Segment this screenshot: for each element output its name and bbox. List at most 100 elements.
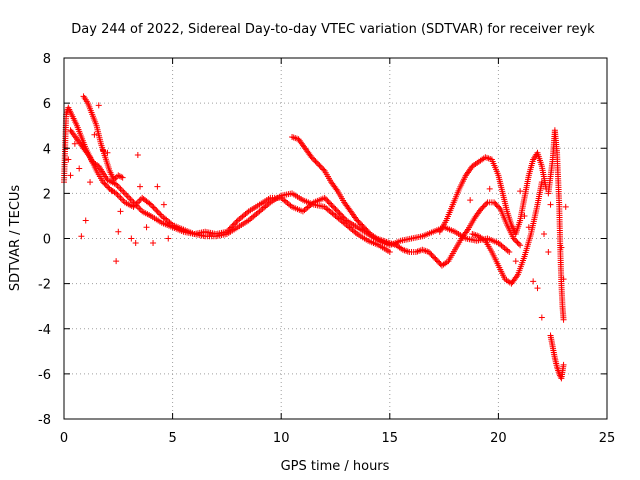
data-point-track-d bbox=[308, 154, 315, 161]
data-point-track-d bbox=[354, 217, 361, 224]
data-point-track-d bbox=[478, 206, 485, 213]
data-point-track-d bbox=[356, 220, 363, 227]
data-point-track-d bbox=[481, 202, 488, 209]
data-point-track-c bbox=[327, 200, 334, 207]
data-point-track-d bbox=[514, 239, 521, 246]
data-point-scatter bbox=[150, 240, 157, 247]
data-point-track-d bbox=[510, 235, 517, 242]
data-point-scatter bbox=[538, 314, 545, 321]
data-point-track-c bbox=[117, 194, 124, 201]
data-point-track-c bbox=[101, 180, 108, 187]
y-tick-label: -6 bbox=[38, 368, 51, 383]
data-point-track-a bbox=[120, 188, 127, 195]
data-point-track-f bbox=[538, 179, 545, 186]
y-tick-label: -4 bbox=[38, 323, 51, 338]
data-point-scatter bbox=[541, 230, 548, 237]
data-point-scatter bbox=[530, 278, 537, 285]
data-point-track-c bbox=[232, 220, 239, 227]
data-point-scatter bbox=[525, 224, 532, 231]
x-tick-label: 0 bbox=[60, 431, 68, 446]
data-point-track-d bbox=[496, 204, 503, 211]
data-point-track-a bbox=[117, 185, 124, 192]
data-point-track-c bbox=[114, 191, 121, 198]
data-point-track-h bbox=[560, 361, 567, 368]
data-point-track-d bbox=[317, 163, 324, 170]
data-point-track-c bbox=[157, 211, 164, 218]
data-point-track-c bbox=[506, 249, 513, 256]
data-point-track-d bbox=[427, 250, 434, 257]
data-point-scatter bbox=[137, 183, 144, 190]
data-point-track-d bbox=[362, 225, 369, 232]
data-point-track-c bbox=[325, 199, 332, 206]
data-point-track-c bbox=[229, 223, 236, 230]
data-point-scatter bbox=[104, 149, 111, 156]
chart-title: Day 244 of 2022, Sidereal Day-to-day VTE… bbox=[71, 22, 595, 37]
axes-ticks: 0 5 10 15 20 25 -8 -6 -4 -2 0 2 4 6 8 bbox=[38, 52, 615, 446]
data-point-track-d bbox=[425, 249, 432, 256]
x-tick-label: 15 bbox=[382, 431, 399, 446]
grid bbox=[64, 58, 607, 419]
data-point-track-c bbox=[150, 204, 157, 211]
data-point-track-d bbox=[435, 258, 442, 265]
data-point-track-c bbox=[223, 228, 230, 235]
data-point-scatter bbox=[560, 276, 567, 283]
data-point-track-c bbox=[225, 227, 232, 234]
data-point-track-d bbox=[483, 200, 490, 207]
x-tick-label: 10 bbox=[273, 431, 290, 446]
data-point-track-d bbox=[313, 159, 320, 166]
data-point-track-c bbox=[116, 193, 123, 200]
data-point-track-d bbox=[429, 253, 436, 260]
data-point-track-c bbox=[340, 214, 347, 221]
y-tick-label: 0 bbox=[43, 233, 51, 248]
data-point-track-d bbox=[360, 224, 367, 231]
y-tick-label: 2 bbox=[43, 187, 51, 202]
data-point-track-d bbox=[363, 226, 370, 233]
data-point-scatter bbox=[113, 258, 120, 265]
data-point-track-d bbox=[436, 259, 443, 266]
data-point-track-c bbox=[233, 218, 240, 225]
data-point-track-c bbox=[333, 207, 340, 214]
data-point-track-c bbox=[342, 216, 349, 223]
data-point-track-c bbox=[104, 183, 111, 190]
y-tick-label: 6 bbox=[43, 97, 51, 112]
data-point-track-c bbox=[102, 181, 109, 188]
data-point-track-c bbox=[147, 201, 154, 208]
data-point-track-c bbox=[131, 202, 138, 209]
data-point-scatter bbox=[91, 131, 98, 138]
data-point-track-a bbox=[126, 194, 133, 201]
data-point-scatter bbox=[517, 188, 524, 195]
data-points bbox=[61, 93, 569, 382]
data-point-track-d bbox=[431, 254, 438, 261]
data-point-track-a bbox=[124, 193, 131, 200]
data-point-track-d bbox=[517, 242, 524, 249]
data-point-track-a bbox=[386, 249, 393, 256]
x-axis-label: GPS time / hours bbox=[281, 459, 390, 474]
data-point-track-d bbox=[359, 222, 366, 229]
data-point-scatter bbox=[100, 147, 107, 154]
data-point-track-c bbox=[149, 203, 156, 210]
data-point-scatter bbox=[67, 172, 74, 179]
data-point-track-c bbox=[227, 224, 234, 231]
x-tick-label: 25 bbox=[599, 431, 616, 446]
data-point-scatter bbox=[128, 235, 135, 242]
data-point-track-a bbox=[136, 205, 143, 212]
data-point-track-c bbox=[332, 206, 339, 213]
x-tick-label: 20 bbox=[490, 431, 507, 446]
data-point-scatter bbox=[78, 233, 85, 240]
data-point-track-d bbox=[428, 251, 435, 258]
data-point-track-c bbox=[322, 196, 329, 203]
data-point-track-c bbox=[329, 203, 336, 210]
data-point-scatter bbox=[521, 212, 528, 219]
data-point-track-b bbox=[118, 173, 125, 180]
data-point-track-c bbox=[321, 194, 328, 201]
data-point-track-c bbox=[134, 199, 141, 206]
data-point-track-d bbox=[309, 155, 316, 162]
data-point-scatter bbox=[132, 240, 139, 247]
data-point-scatter bbox=[467, 197, 474, 204]
data-point-track-c bbox=[226, 225, 233, 232]
data-point-track-d bbox=[364, 228, 371, 235]
data-point-track-d bbox=[433, 257, 440, 264]
data-point-track-d bbox=[316, 162, 323, 169]
data-point-scatter bbox=[115, 228, 122, 235]
data-point-track-d bbox=[358, 221, 365, 228]
